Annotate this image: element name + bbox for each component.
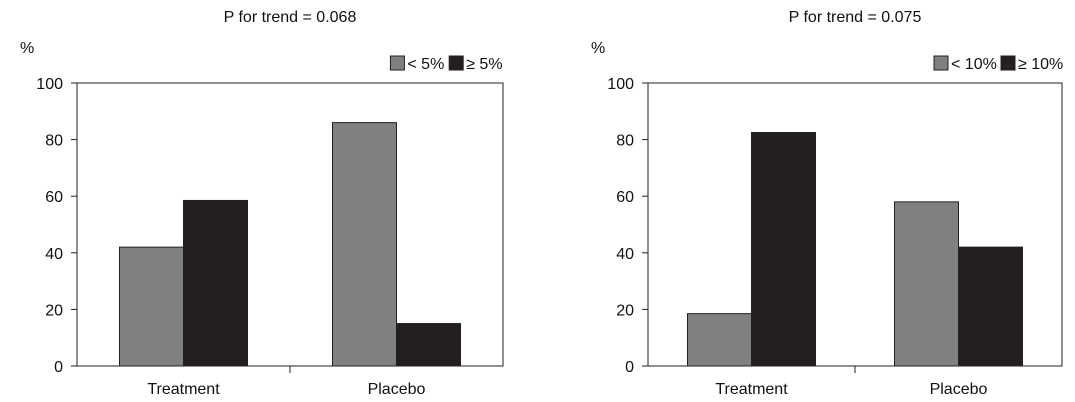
y-axis-unit-label: % — [591, 40, 605, 57]
legend: < 10% ≥ 10% — [933, 55, 1063, 73]
bar-placebo-series-1 — [332, 122, 397, 367]
x-category-label: Treatment — [147, 381, 220, 398]
y-tick-label: 40 — [45, 246, 63, 263]
y-tick-label: 80 — [616, 133, 634, 150]
bar-placebo-series-2 — [958, 246, 1023, 367]
bar-placebo-series-2 — [396, 323, 461, 367]
bar-treatment-series-1 — [119, 246, 184, 367]
bar-placebo-series-1 — [894, 201, 959, 367]
y-tick-label: 20 — [616, 302, 634, 319]
y-tick-label: 60 — [45, 189, 63, 206]
chart-panel-2: P for trend = 0.075% 0 20 40 60 80 100 Treatmen… — [591, 9, 1063, 398]
legend-label-series-1: < 10% — [951, 56, 997, 73]
legend-label-series-2: ≥ 10% — [1018, 56, 1063, 73]
y-tick-label: 100 — [36, 76, 63, 93]
legend-swatch-series-2 — [448, 55, 464, 71]
y-axis-unit-label: % — [20, 40, 34, 57]
chart-panel-1: P for trend = 0.068% 0 20 40 60 80 100 Treatmen… — [20, 9, 504, 398]
bar-treatment-series-2 — [751, 132, 816, 367]
chart-title: P for trend = 0.075 — [789, 9, 922, 26]
y-tick-label: 0 — [625, 359, 634, 376]
legend-label-series-2: ≥ 5% — [466, 56, 502, 73]
x-category-label: Placebo — [368, 381, 426, 398]
chart-title: P for trend = 0.068 — [224, 9, 357, 26]
y-tick-label: 80 — [45, 133, 63, 150]
y-tick-label: 60 — [616, 189, 634, 206]
legend: < 5% ≥ 5% — [389, 55, 503, 73]
x-category-label: Treatment — [715, 381, 788, 398]
legend-swatch-series-1 — [389, 55, 405, 71]
legend-label-series-1: < 5% — [407, 56, 444, 73]
legend-swatch-series-2 — [1000, 55, 1016, 71]
bar-treatment-series-1 — [687, 313, 752, 367]
legend-swatch-series-1 — [933, 55, 949, 71]
y-tick-label: 20 — [45, 302, 63, 319]
y-tick-label: 40 — [616, 246, 634, 263]
x-category-label: Placebo — [930, 381, 988, 398]
bar-treatment-series-2 — [183, 199, 248, 367]
y-tick-label: 0 — [54, 359, 63, 376]
y-tick-label: 100 — [607, 76, 634, 93]
